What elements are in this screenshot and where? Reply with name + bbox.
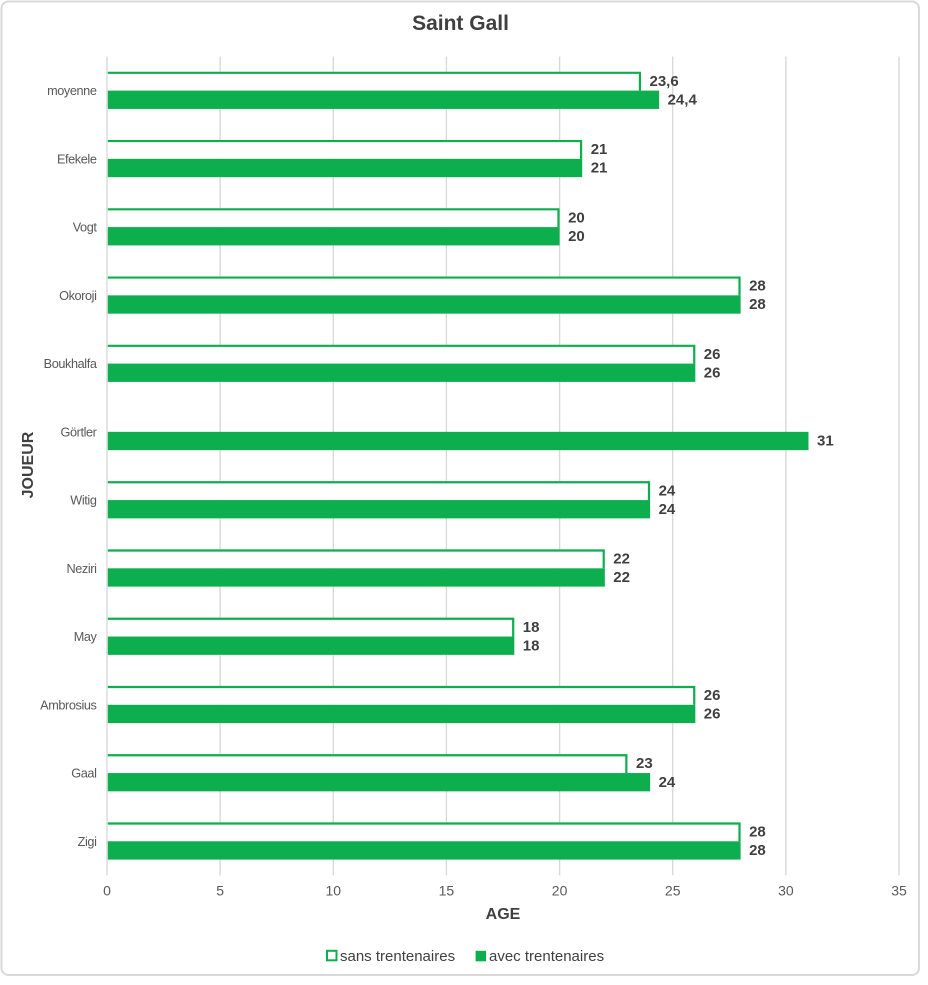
svg-text:AGE: AGE (486, 906, 521, 923)
svg-text:26: 26 (704, 346, 721, 363)
svg-text:26: 26 (704, 364, 721, 381)
svg-text:Saint Gall: Saint Gall (412, 12, 509, 35)
svg-text:20: 20 (568, 209, 585, 226)
svg-text:Witig: Witig (70, 494, 97, 508)
svg-text:23,6: 23,6 (650, 73, 679, 90)
svg-text:24: 24 (659, 774, 676, 791)
svg-text:22: 22 (613, 569, 630, 586)
svg-text:28: 28 (749, 278, 766, 295)
svg-text:Gaal: Gaal (71, 767, 96, 781)
svg-text:21: 21 (591, 141, 608, 158)
svg-text:15: 15 (439, 883, 455, 899)
svg-text:26: 26 (704, 706, 721, 723)
svg-text:Zigi: Zigi (78, 835, 97, 849)
svg-text:22: 22 (613, 551, 630, 568)
svg-text:35: 35 (891, 883, 907, 899)
svg-text:5: 5 (216, 883, 224, 899)
svg-text:20: 20 (552, 883, 568, 899)
svg-text:sans trentenaires: sans trentenaires (340, 948, 455, 965)
svg-text:28: 28 (749, 296, 766, 313)
svg-text:28: 28 (749, 824, 766, 841)
svg-text:avec trentenaires: avec trentenaires (489, 948, 604, 965)
svg-text:24,4: 24,4 (668, 91, 698, 108)
svg-text:23: 23 (636, 755, 653, 772)
svg-text:20: 20 (568, 228, 585, 245)
svg-text:0: 0 (103, 883, 111, 899)
svg-text:18: 18 (523, 637, 540, 654)
svg-text:26: 26 (704, 687, 721, 704)
svg-text:25: 25 (665, 883, 681, 899)
svg-text:30: 30 (778, 883, 794, 899)
svg-text:May: May (74, 630, 98, 644)
svg-text:Görtler: Görtler (61, 425, 98, 439)
svg-text:18: 18 (523, 619, 540, 636)
svg-text:10: 10 (326, 883, 342, 899)
svg-text:Efekele: Efekele (57, 152, 97, 166)
svg-text:Boukhalfa: Boukhalfa (44, 357, 98, 371)
svg-text:Okoroji: Okoroji (59, 289, 96, 303)
svg-text:Neziri: Neziri (66, 562, 96, 576)
svg-text:24: 24 (659, 501, 676, 518)
svg-text:moyenne: moyenne (47, 84, 97, 98)
svg-text:28: 28 (749, 842, 766, 859)
svg-text:Vogt: Vogt (73, 221, 98, 235)
svg-text:21: 21 (591, 160, 608, 177)
svg-text:31: 31 (817, 433, 834, 450)
svg-text:24: 24 (659, 482, 676, 499)
svg-text:JOUEUR: JOUEUR (20, 431, 37, 498)
svg-text:Ambrosius: Ambrosius (40, 698, 96, 712)
